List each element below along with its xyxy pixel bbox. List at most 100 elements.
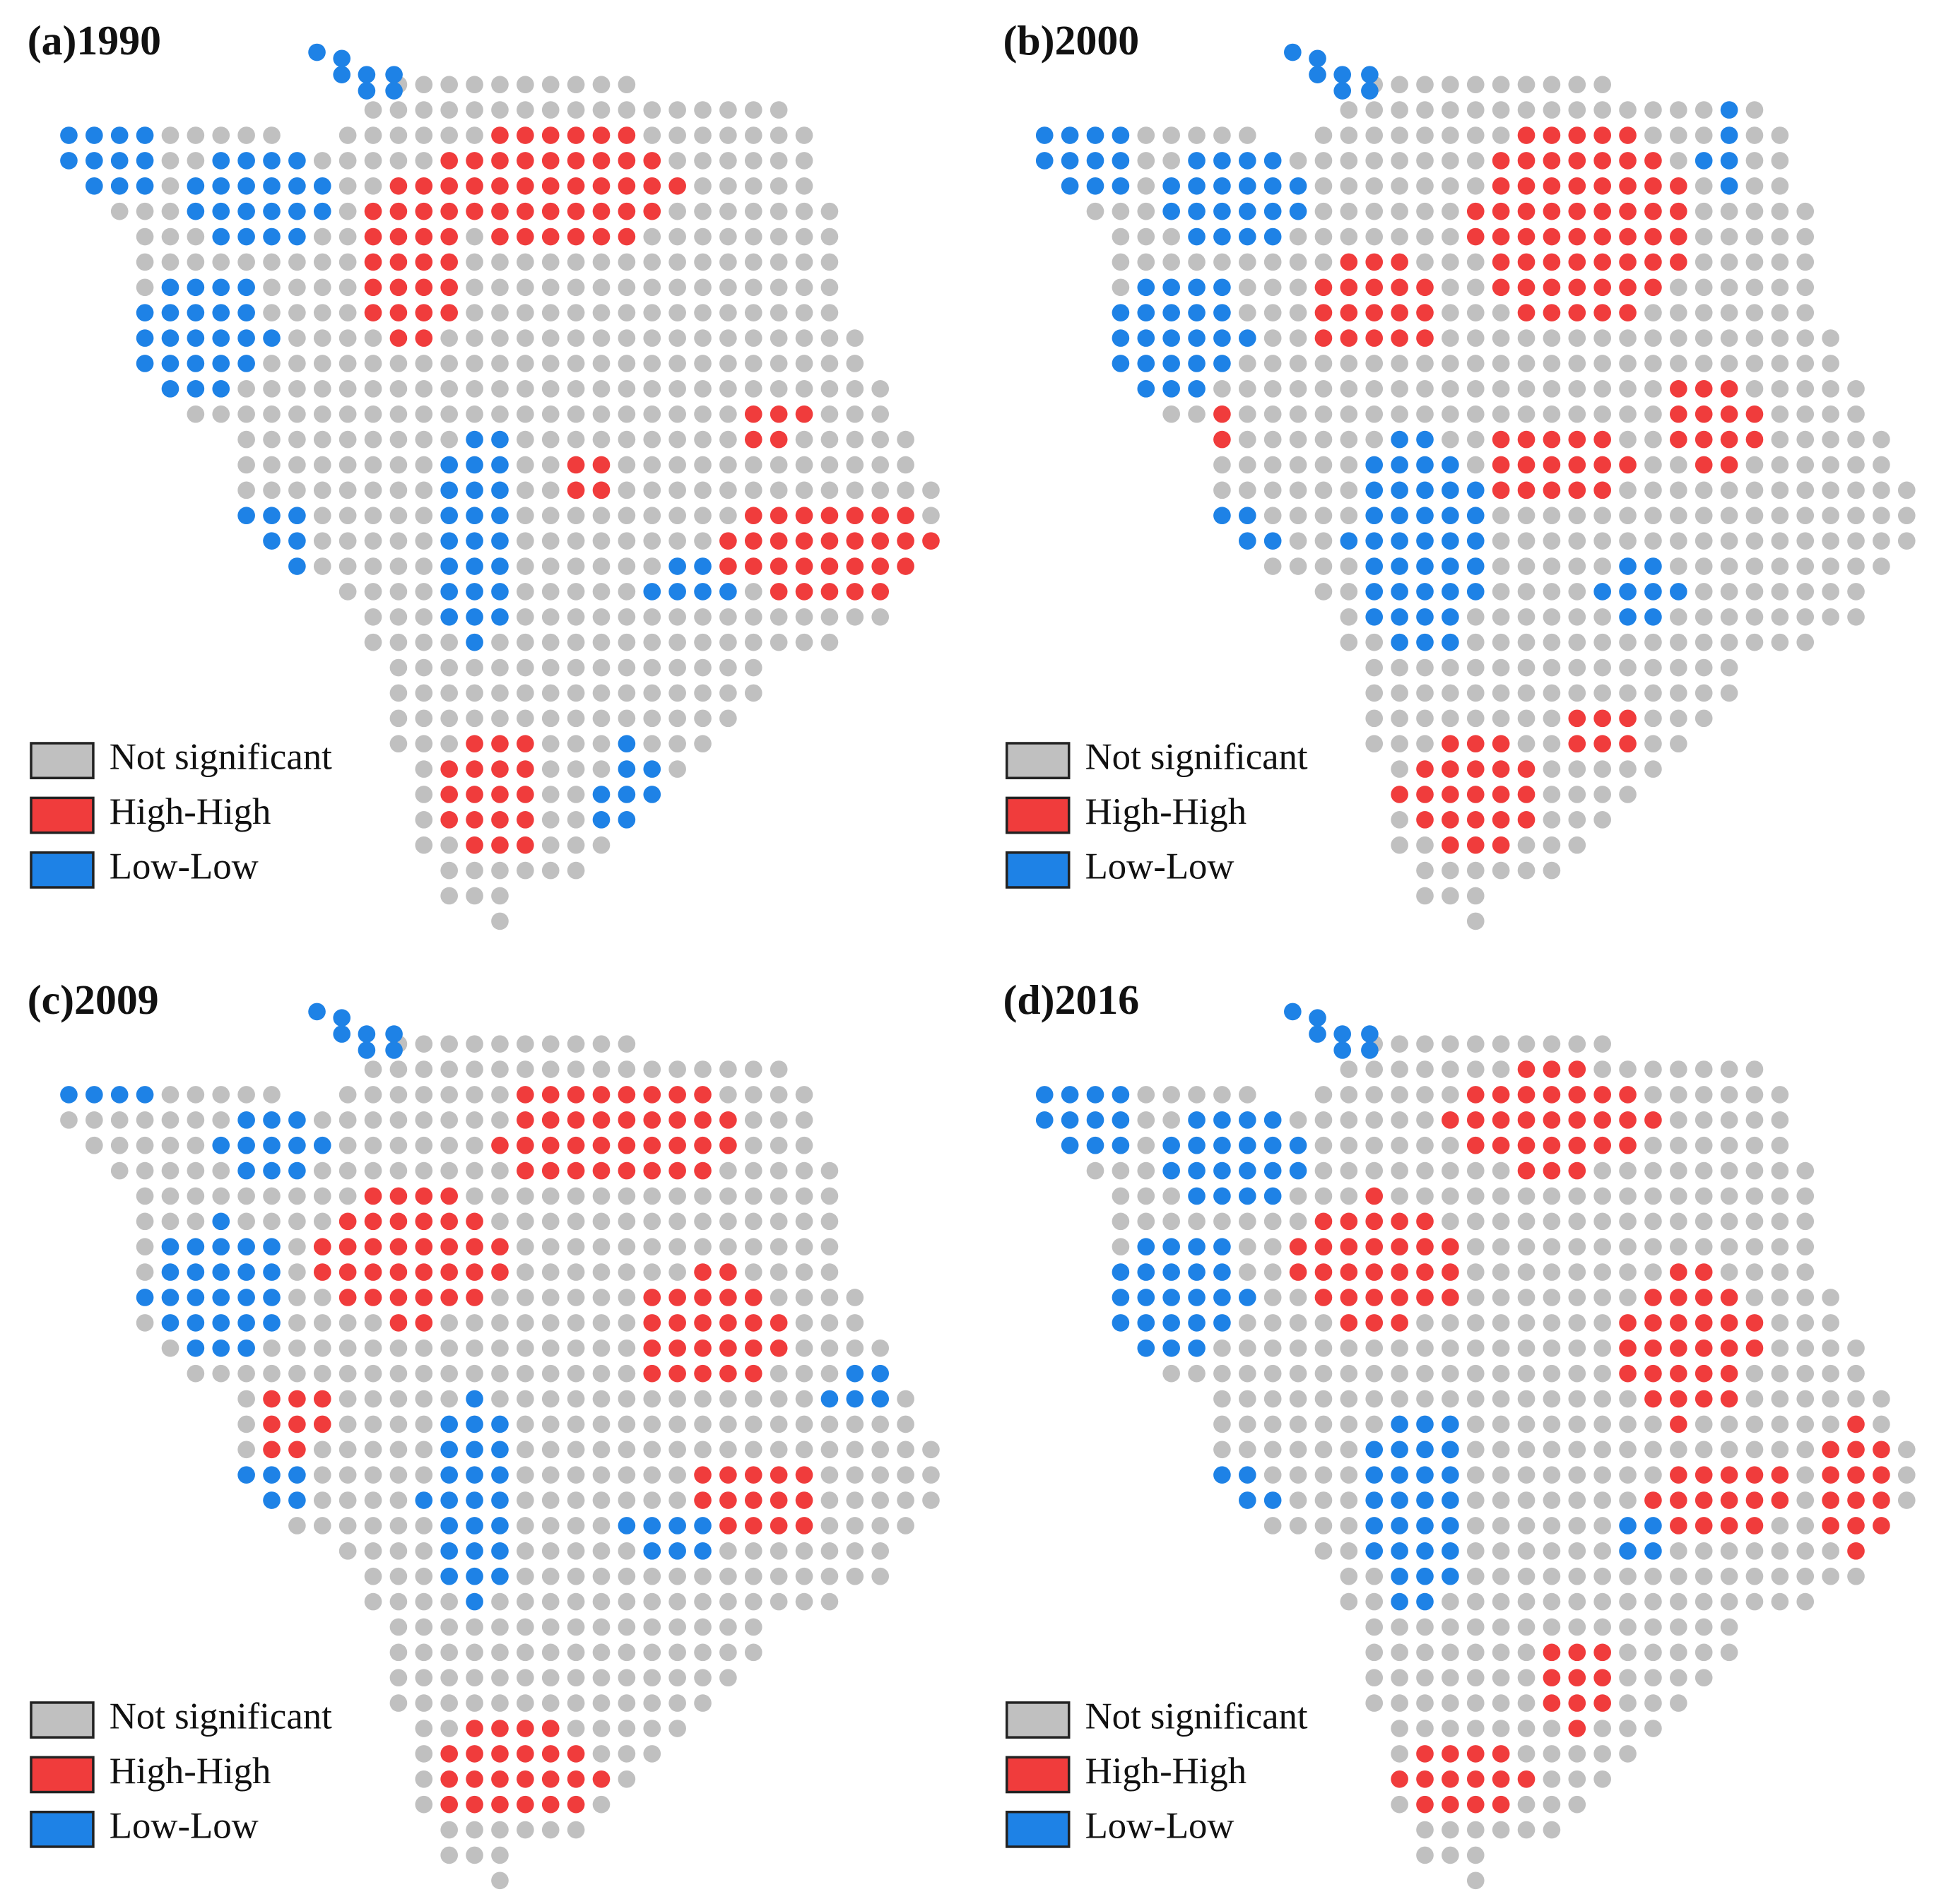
grid-dot (1720, 658, 1738, 677)
grid-dot (440, 658, 459, 677)
grid-dot (1466, 684, 1485, 702)
grid-dot (466, 1390, 483, 1408)
grid-dot (744, 202, 762, 220)
grid-dot (719, 329, 737, 347)
grid-dot (415, 684, 433, 702)
grid-dot (1593, 1491, 1611, 1509)
grid-dot (110, 202, 129, 220)
grid-dot (592, 1238, 611, 1256)
grid-dot (618, 507, 636, 525)
grid-dot (517, 405, 534, 423)
grid-dot (592, 1643, 611, 1662)
grid-dot (1391, 126, 1408, 144)
grid-dot (389, 304, 408, 321)
grid-dot (288, 227, 306, 246)
grid-dot (668, 1339, 686, 1357)
grid-dot (1137, 1212, 1155, 1231)
grid-dot (1314, 405, 1333, 423)
legend-swatch (30, 851, 95, 889)
grid-dot (1442, 101, 1459, 119)
grid-dot (440, 709, 459, 728)
grid-dot (770, 430, 788, 449)
grid-dot (1263, 1263, 1282, 1281)
grid-dot (922, 532, 940, 550)
legend-swatch (1006, 1701, 1071, 1739)
grid-dot (1416, 1263, 1434, 1281)
grid-dot (744, 152, 762, 170)
grid-dot (795, 1441, 813, 1459)
grid-dot (1670, 1339, 1687, 1357)
grid-dot (1391, 1111, 1408, 1129)
grid-dot (1619, 1086, 1637, 1104)
grid-dot (491, 227, 509, 246)
grid-dot (1289, 329, 1307, 347)
grid-dot (1492, 1567, 1510, 1585)
grid-dot (1466, 1643, 1485, 1662)
grid-dot (1466, 1846, 1485, 1864)
grid-dot (288, 1161, 306, 1180)
grid-dot (1466, 1872, 1485, 1890)
grid-dot (1796, 1466, 1815, 1484)
grid-dot (770, 202, 788, 220)
grid-dot (1289, 1289, 1307, 1306)
grid-dot (567, 1517, 585, 1535)
grid-dot (1492, 1466, 1510, 1484)
grid-dot (1333, 66, 1352, 83)
grid-dot (541, 227, 560, 246)
grid-dot (1517, 1643, 1536, 1662)
legend-label: High-High (110, 1751, 271, 1792)
grid-dot (136, 126, 154, 144)
grid-dot (1391, 177, 1408, 195)
grid-dot (1695, 227, 1713, 246)
grid-dot (1670, 1111, 1687, 1129)
grid-dot (694, 1111, 712, 1129)
grid-dot (643, 101, 661, 119)
panel-title: (d)2016 (1003, 976, 1139, 1023)
grid-dot (1365, 253, 1384, 271)
grid-dot (1543, 456, 1561, 474)
grid-dot (846, 1390, 864, 1408)
grid-dot (1745, 253, 1764, 271)
grid-dot (1213, 1314, 1231, 1332)
grid-dot (440, 1111, 459, 1129)
grid-dot (1644, 101, 1662, 119)
grid-dot (567, 430, 585, 449)
grid-dot (1822, 481, 1839, 499)
grid-dot (415, 532, 433, 550)
grid-dot (1543, 1821, 1561, 1839)
grid-dot (567, 709, 585, 728)
grid-dot (288, 253, 306, 271)
grid-dot (1543, 1314, 1561, 1332)
grid-dot (1644, 1314, 1662, 1332)
grid-dot (313, 1390, 331, 1408)
grid-dot (1543, 1263, 1561, 1281)
grid-dot (1517, 1694, 1536, 1712)
grid-dot (592, 304, 611, 321)
grid-dot (820, 253, 839, 271)
grid-dot (1314, 1086, 1333, 1104)
legend-swatch (1006, 742, 1071, 780)
grid-dot (1213, 380, 1231, 398)
grid-dot (1238, 253, 1256, 271)
grid-dot (212, 1289, 230, 1306)
grid-dot (288, 1441, 306, 1459)
grid-dot (1466, 1694, 1485, 1712)
grid-dot (1593, 811, 1611, 829)
grid-dot (1492, 152, 1510, 170)
grid-dot (668, 557, 686, 575)
grid-dot (440, 1694, 459, 1712)
grid-dot (1466, 1821, 1485, 1839)
grid-dot (1137, 1263, 1155, 1281)
grid-dot (592, 1136, 611, 1154)
grid-dot (1593, 1314, 1611, 1332)
grid-dot (263, 1339, 281, 1357)
grid-dot (263, 304, 281, 321)
grid-dot (694, 507, 712, 525)
grid-dot (237, 507, 255, 525)
grid-dot (1416, 1289, 1434, 1306)
grid-dot (288, 1289, 306, 1306)
grid-dot (770, 1086, 788, 1104)
grid-dot (541, 1592, 560, 1611)
grid-dot (364, 1238, 382, 1256)
grid-dot (1466, 405, 1485, 423)
